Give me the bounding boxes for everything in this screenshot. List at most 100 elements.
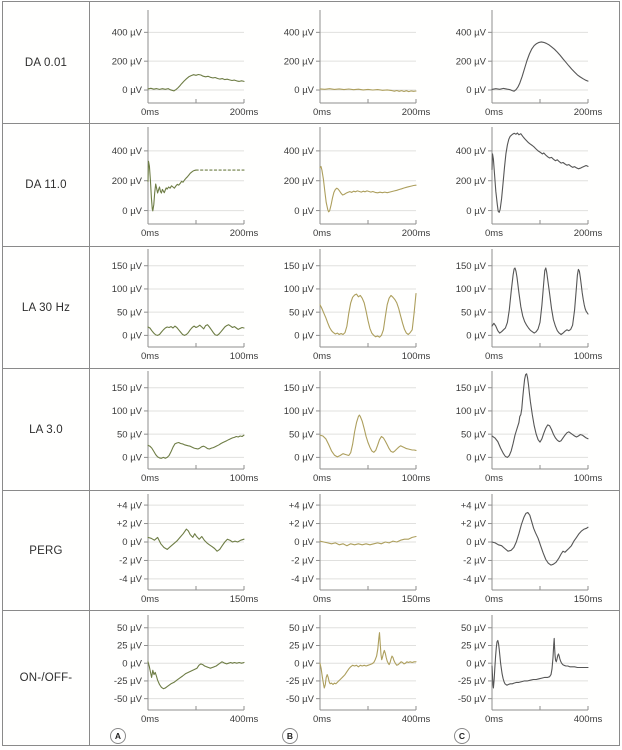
row-label-cell: LA 3.0 bbox=[3, 369, 90, 490]
trace-c bbox=[491, 267, 589, 336]
trace-c bbox=[491, 637, 589, 689]
x-tick-label: 150ms bbox=[402, 594, 431, 605]
x-tick-label: 400ms bbox=[402, 714, 431, 725]
x-tick-label: 100ms bbox=[574, 351, 603, 362]
y-tick-label: 150 µV bbox=[284, 383, 315, 394]
x-tick-label: 0ms bbox=[485, 351, 503, 362]
panel-la-3-0-c: 150 µV 100 µV 50 µV 0 µV 0ms 100ms bbox=[440, 369, 606, 486]
y-tick-label: 50 µV bbox=[461, 623, 487, 634]
y-tick-label: -50 µV bbox=[114, 694, 143, 705]
plots-la-30: 150 µV 100 µV 50 µV 0 µV 0ms 100ms 150 µV 100 µ… bbox=[90, 369, 619, 490]
row-label: DA 0.01 bbox=[24, 56, 68, 69]
y-tick-label: -4 µV bbox=[119, 574, 143, 585]
y-tick-label: +2 µV bbox=[117, 519, 143, 530]
y-tick-label: 0 µV bbox=[122, 85, 142, 96]
x-tick-label: 400ms bbox=[574, 714, 603, 725]
y-tick-label: 100 µV bbox=[456, 406, 487, 417]
x-tick-label: 0ms bbox=[141, 228, 159, 239]
trace-c bbox=[491, 132, 589, 213]
y-tick-label: 0 µV bbox=[466, 206, 486, 217]
x-tick-label: 0ms bbox=[313, 473, 331, 484]
plot-svg-b: +4 µV +2 µV 0 µV -2 µV -4 µV 0ms 150ms bbox=[289, 494, 431, 605]
y-tick-label: 0 µV bbox=[122, 658, 142, 669]
trace-a bbox=[147, 73, 245, 92]
y-tick-label: 0 µV bbox=[122, 453, 142, 464]
x-tick-label: 0ms bbox=[141, 107, 159, 118]
x-tick-label: 0ms bbox=[485, 714, 503, 725]
panel-letter-a: A bbox=[110, 728, 126, 744]
x-tick-label: 0ms bbox=[313, 107, 331, 118]
plot-svg-b: 400 µV 200 µV 0 µV 0ms 200ms bbox=[284, 127, 431, 239]
x-tick-label: 100ms bbox=[230, 473, 259, 484]
trace-a bbox=[147, 661, 245, 690]
y-tick-label: -2 µV bbox=[119, 556, 143, 567]
plot-svg-a: 50 µV 25 µV 0 µV -25 µV -50 µV 0ms 400ms bbox=[114, 615, 259, 725]
plots-da-110: 400 µV 200 µV 0 µV 0ms 200ms 400 µV 200 µV 0 µV… bbox=[90, 124, 619, 246]
x-tick-label: 0ms bbox=[485, 594, 503, 605]
y-tick-label: 0 µV bbox=[294, 658, 314, 669]
row-label: LA 30 Hz bbox=[21, 301, 71, 314]
panel-la-3-0-a: 150 µV 100 µV 50 µV 0 µV 0ms 100ms bbox=[96, 369, 262, 486]
y-tick-label: 200 µV bbox=[456, 176, 487, 187]
y-tick-label: 0 µV bbox=[466, 658, 486, 669]
y-tick-label: 0 µV bbox=[122, 206, 142, 217]
y-tick-label: 150 µV bbox=[112, 383, 143, 394]
y-tick-label: 50 µV bbox=[289, 429, 315, 440]
y-tick-label: 0 µV bbox=[466, 537, 486, 548]
row-label-cell: DA 11.0 bbox=[3, 124, 90, 246]
y-tick-label: 50 µV bbox=[117, 429, 143, 440]
y-tick-label: 50 µV bbox=[461, 429, 487, 440]
y-tick-label: 200 µV bbox=[284, 56, 315, 67]
row-on-off: ON-/OFF- 50 µV 25 µV 0 µV -25 µV -50 µV 0ms 40… bbox=[3, 611, 619, 745]
trace-c bbox=[491, 373, 589, 458]
panel-letter-b: B bbox=[282, 728, 298, 744]
y-tick-label: 0 µV bbox=[466, 85, 486, 96]
plot-svg-b: 150 µV 100 µV 50 µV 0 µV 0ms 100ms bbox=[284, 371, 431, 484]
x-tick-label: 0ms bbox=[313, 351, 331, 362]
plots-on-off: 50 µV 25 µV 0 µV -25 µV -50 µV 0ms 400ms A 50 µV… bbox=[90, 611, 619, 745]
x-tick-label: 100ms bbox=[402, 473, 431, 484]
y-tick-label: 400 µV bbox=[456, 146, 487, 157]
panel-perg-c: +4 µV +2 µV 0 µV -2 µV -4 µV 0ms 150ms bbox=[440, 491, 606, 607]
y-tick-label: 0 µV bbox=[466, 331, 486, 342]
y-tick-label: 50 µV bbox=[289, 307, 315, 318]
row-label: PERG bbox=[29, 544, 63, 557]
panel-la-30-hz-c: 150 µV 100 µV 50 µV 0 µV 0ms 100ms bbox=[440, 247, 606, 364]
panel-la-30-hz-a: 150 µV 100 µV 50 µV 0 µV 0ms 100ms bbox=[96, 247, 262, 364]
y-tick-label: 200 µV bbox=[456, 56, 487, 67]
y-tick-label: 0 µV bbox=[294, 453, 314, 464]
y-tick-label: 400 µV bbox=[112, 28, 143, 39]
y-tick-label: -50 µV bbox=[286, 694, 315, 705]
panel-da-11-0-a: 400 µV 200 µV 0 µV 0ms 200ms bbox=[96, 124, 262, 241]
plots-la-30hz: 150 µV 100 µV 50 µV 0 µV 0ms 100ms 150 µV 100 µ… bbox=[90, 247, 619, 368]
y-tick-label: 100 µV bbox=[284, 284, 315, 295]
x-tick-label: 0ms bbox=[313, 228, 331, 239]
x-tick-label: 0ms bbox=[141, 473, 159, 484]
y-tick-label: 100 µV bbox=[456, 284, 487, 295]
panel-on-off--c: 50 µV 25 µV 0 µV -25 µV -50 µV 0ms 400ms C bbox=[440, 611, 606, 744]
y-tick-label: 400 µV bbox=[284, 28, 315, 39]
trace-a bbox=[147, 528, 245, 552]
trace-b bbox=[319, 535, 417, 547]
y-tick-label: 25 µV bbox=[289, 641, 315, 652]
plot-svg-a: 150 µV 100 µV 50 µV 0 µV 0ms 100ms bbox=[112, 249, 259, 362]
plot-svg-a: 150 µV 100 µV 50 µV 0 µV 0ms 100ms bbox=[112, 371, 259, 484]
plot-svg-c: 150 µV 100 µV 50 µV 0 µV 0ms 100ms bbox=[456, 371, 603, 484]
y-tick-label: 200 µV bbox=[284, 176, 315, 187]
y-tick-label: -25 µV bbox=[286, 676, 315, 687]
panel-perg-b: +4 µV +2 µV 0 µV -2 µV -4 µV 0ms 150ms bbox=[268, 491, 434, 607]
plot-svg-c: 400 µV 200 µV 0 µV 0ms 200ms bbox=[456, 10, 603, 118]
trace-b bbox=[319, 632, 417, 689]
row-label: DA 11.0 bbox=[25, 179, 67, 191]
y-tick-label: 200 µV bbox=[112, 176, 143, 187]
x-tick-label: 200ms bbox=[402, 107, 431, 118]
x-tick-label: 200ms bbox=[402, 228, 431, 239]
y-tick-label: -50 µV bbox=[458, 694, 487, 705]
trace-b bbox=[319, 293, 417, 338]
y-tick-label: 0 µV bbox=[294, 331, 314, 342]
x-tick-label: 0ms bbox=[141, 594, 159, 605]
y-tick-label: 50 µV bbox=[461, 307, 487, 318]
y-tick-label: 0 µV bbox=[294, 537, 314, 548]
x-tick-label: 200ms bbox=[574, 228, 603, 239]
